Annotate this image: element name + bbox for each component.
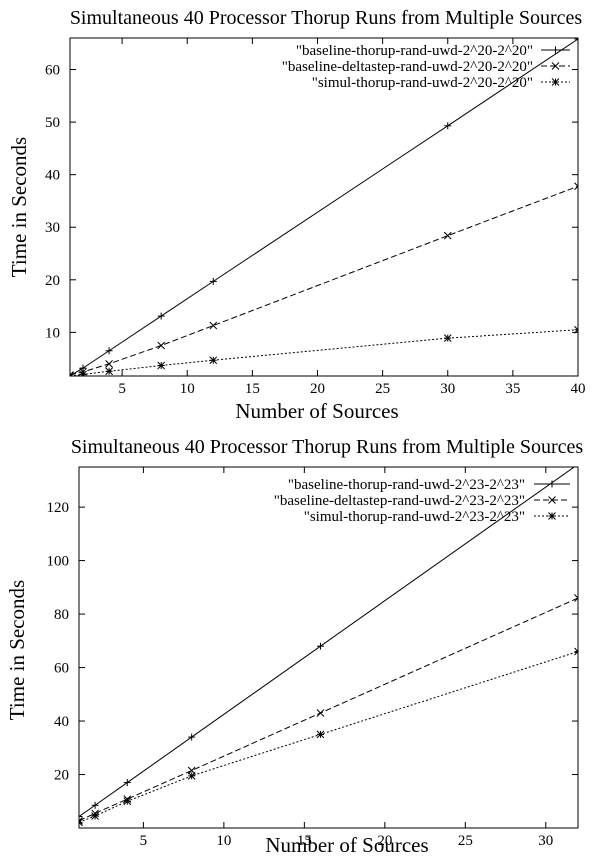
x-tick-label: 5	[118, 381, 126, 397]
y-tick-label: 120	[47, 500, 70, 516]
chart-title: Simultaneous 40 Processor Thorup Runs fr…	[70, 7, 583, 29]
y-tick-label: 80	[54, 607, 69, 623]
point-marker-3	[157, 361, 166, 370]
x-tick-label: 30	[440, 381, 455, 397]
point-marker-5	[443, 231, 452, 240]
series-2	[70, 182, 578, 376]
point-marker-0	[79, 818, 83, 827]
y-axis-label: Time in Seconds	[7, 137, 31, 277]
point-marker-5	[443, 334, 452, 343]
point-marker-2	[105, 367, 113, 376]
point-marker-4	[209, 356, 218, 365]
series-2	[79, 594, 578, 825]
series-1	[79, 467, 578, 821]
legend-label: "baseline-deltastep-rand-uwd-2^20-2^20"	[282, 59, 533, 75]
point-marker-5	[444, 122, 452, 130]
x-tick-label: 10	[180, 381, 195, 397]
point-marker-5	[574, 647, 578, 656]
x-tick-label: 30	[538, 833, 553, 849]
point-marker-1	[91, 801, 99, 809]
series-line	[70, 185, 578, 376]
point-marker-2	[123, 797, 132, 806]
point-marker-4	[316, 730, 325, 739]
plot-frame	[69, 37, 579, 377]
point-marker-6	[574, 38, 578, 43]
point-marker-0	[70, 371, 74, 376]
point-marker-2	[123, 779, 131, 787]
point-marker-0	[79, 813, 83, 821]
y-tick-label: 40	[54, 714, 69, 730]
point-marker-3	[188, 733, 196, 741]
x-tick-label: 25	[375, 381, 390, 397]
point-marker-legend-1	[548, 496, 556, 504]
series-3	[70, 325, 578, 376]
point-marker-1	[79, 370, 87, 376]
y-tick-label: 20	[54, 768, 69, 784]
y-tick-label: 20	[45, 273, 60, 289]
point-marker-4	[209, 277, 217, 285]
y-tick-label: 60	[54, 661, 69, 677]
y-axis-label: Time in Seconds	[5, 580, 29, 720]
point-marker-3	[157, 312, 165, 320]
point-marker-6	[574, 182, 578, 191]
x-tick-label: 35	[505, 381, 520, 397]
y-tick-label: 100	[47, 554, 70, 570]
point-marker-5	[574, 594, 578, 602]
series-line	[79, 467, 576, 817]
point-marker-1	[91, 812, 99, 820]
chart-title: Simultaneous 40 Processor Thorup Runs fr…	[71, 436, 584, 458]
point-marker-0	[70, 372, 74, 376]
x-tick-label: 20	[310, 381, 325, 397]
y-tick-label: 50	[45, 115, 60, 131]
x-tick-label: 10	[216, 833, 231, 849]
point-marker-3	[187, 772, 196, 780]
x-tick-label: 20	[377, 833, 392, 849]
legend-label: "baseline-thorup-rand-uwd-2^20-2^20"	[296, 43, 533, 59]
point-marker-legend-0	[548, 480, 556, 488]
y-tick-label: 40	[45, 168, 60, 184]
legend-label: "baseline-thorup-rand-uwd-2^23-2^23"	[288, 477, 525, 493]
point-marker-0	[79, 816, 83, 825]
point-marker-legend-2	[548, 512, 556, 520]
point-marker-3	[157, 341, 166, 350]
x-tick-label: 15	[245, 381, 260, 397]
x-axis-label: Number of Sources	[265, 833, 428, 856]
point-marker-4	[316, 642, 324, 650]
y-tick-label: 30	[45, 220, 60, 236]
plot-frame	[78, 466, 579, 829]
x-axis-label: Number of Sources	[235, 399, 398, 423]
series-3	[79, 647, 578, 827]
series-line	[79, 651, 578, 823]
chart-top: Simultaneous 40 Processor Thorup Runs fr…	[7, 7, 586, 423]
point-marker-4	[316, 709, 325, 717]
series-line	[70, 329, 578, 376]
point-marker-6	[574, 325, 578, 334]
series-line	[79, 597, 578, 822]
point-marker-legend-1	[551, 62, 560, 70]
y-tick-label: 60	[45, 63, 60, 79]
series-1	[70, 38, 578, 376]
point-marker-2	[105, 360, 113, 368]
chart-bottom: Simultaneous 40 Processor Thorup Runs fr…	[5, 436, 583, 856]
point-marker-1	[79, 364, 87, 372]
x-tick-label: 40	[571, 381, 586, 397]
point-marker-legend-2	[551, 78, 560, 86]
point-marker-4	[209, 321, 218, 330]
x-tick-label: 15	[297, 833, 312, 849]
legend-label: "baseline-deltastep-rand-uwd-2^23-2^23"	[274, 493, 525, 509]
y-tick-label: 10	[45, 325, 60, 341]
x-tick-label: 5	[140, 833, 148, 849]
point-marker-legend-0	[552, 46, 559, 54]
x-tick-label: 25	[458, 833, 473, 849]
legend-label: "simul-thorup-rand-uwd-2^23-2^23"	[304, 509, 525, 525]
legend-label: "simul-thorup-rand-uwd-2^20-2^20"	[312, 75, 533, 91]
point-marker-2	[105, 347, 113, 355]
